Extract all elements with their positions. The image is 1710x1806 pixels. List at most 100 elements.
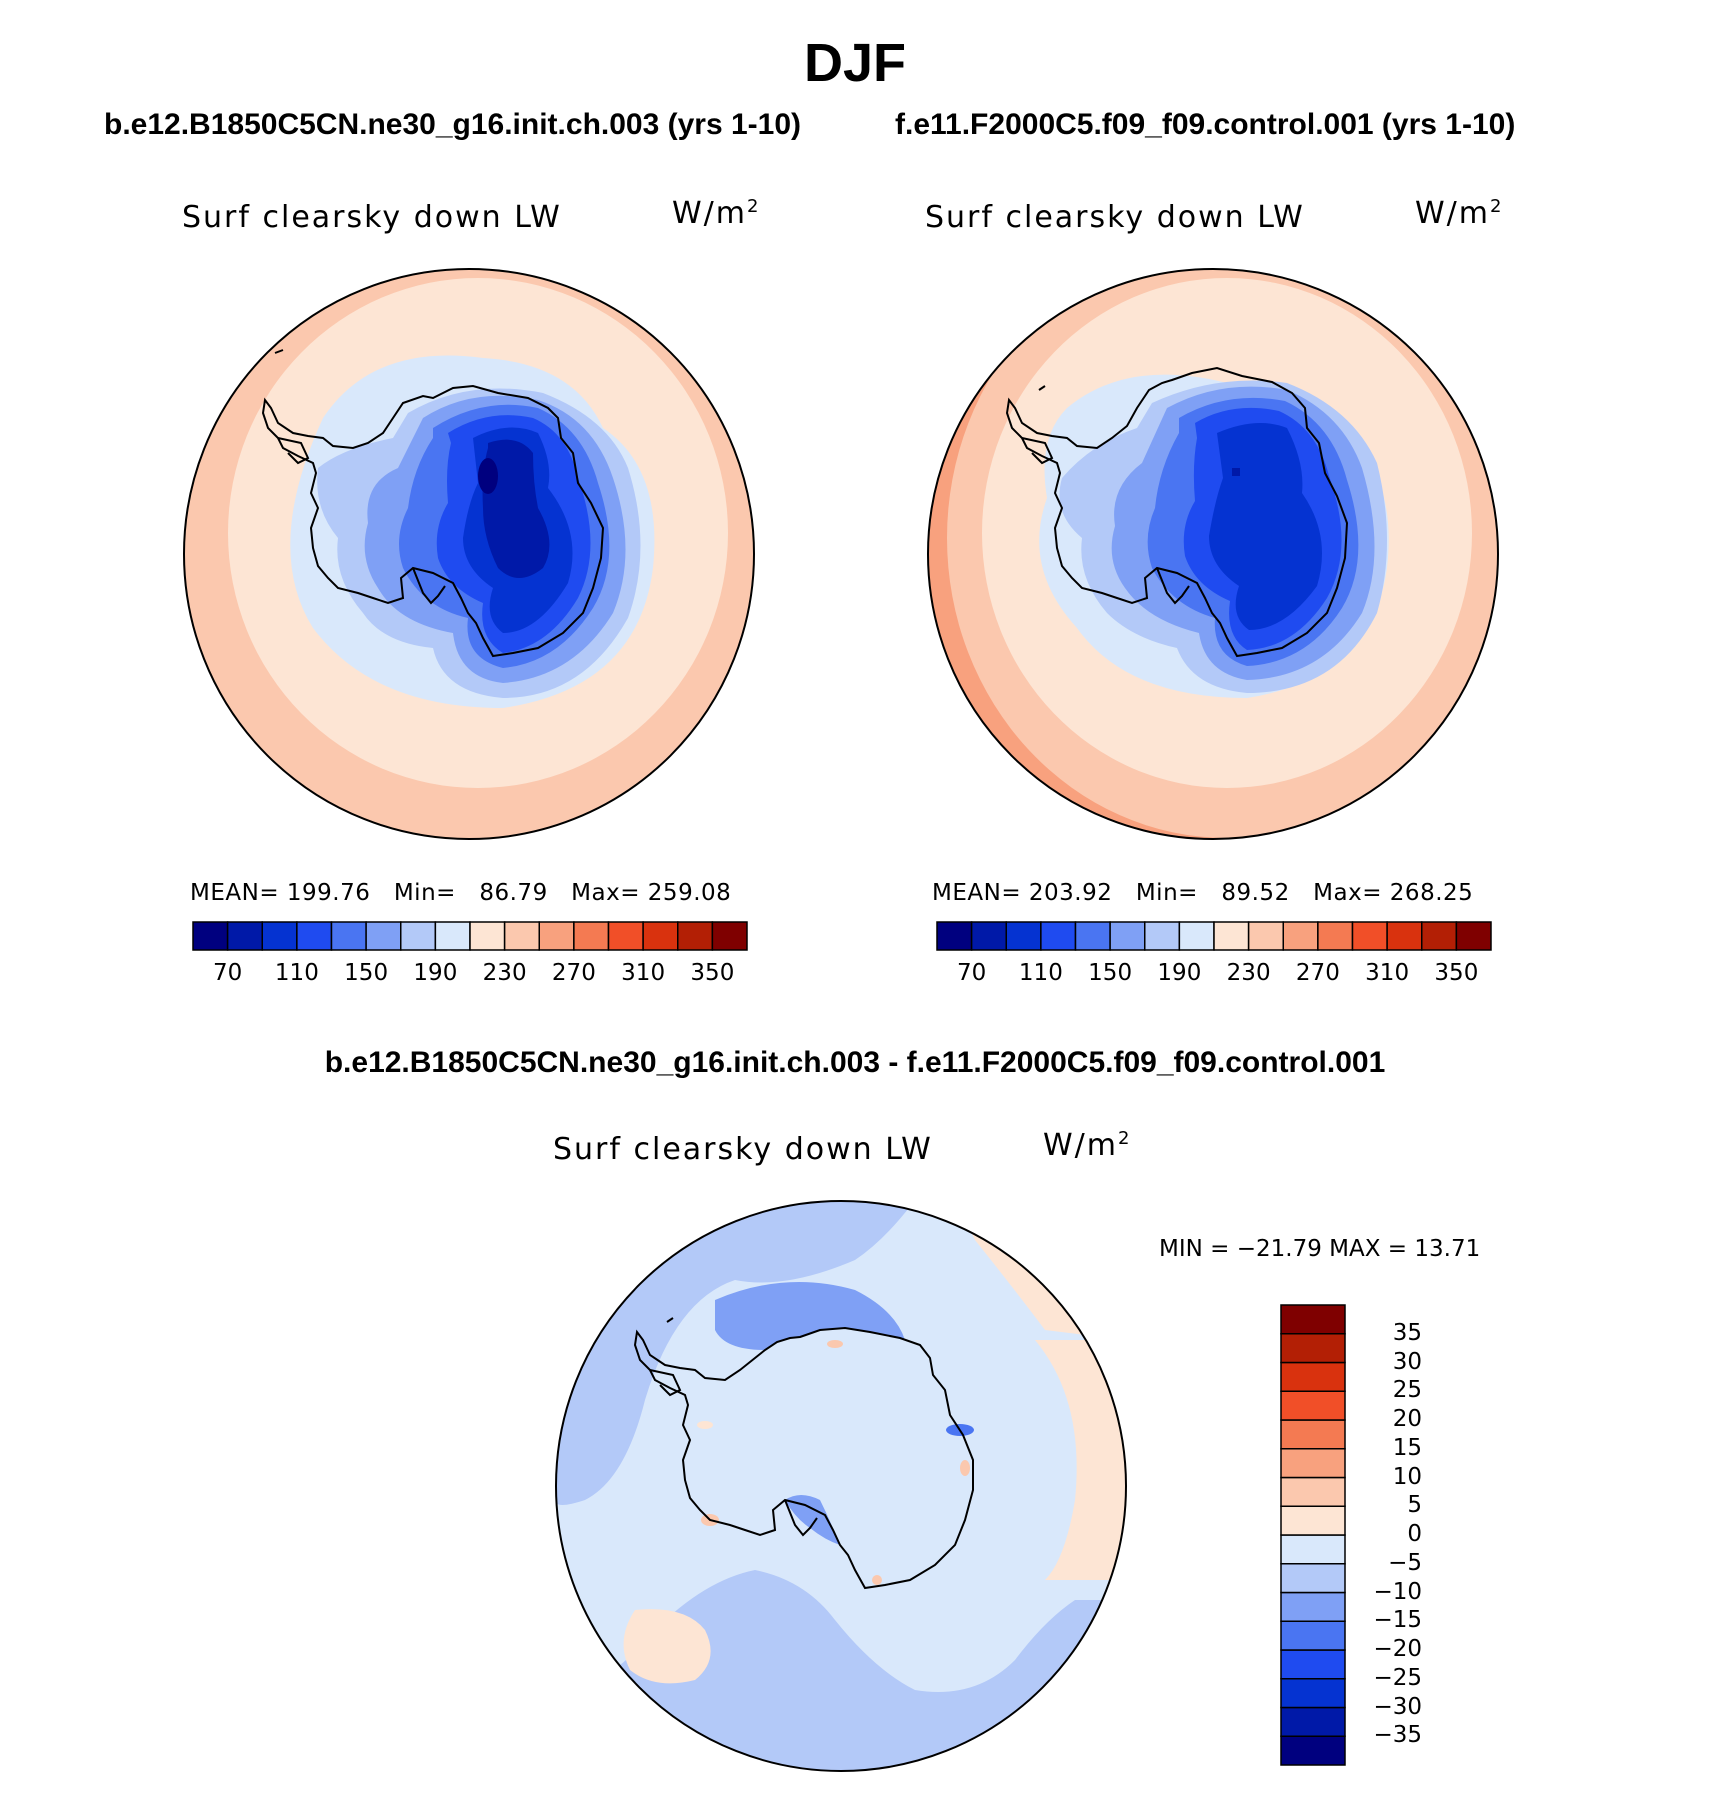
colorbar-box — [261, 921, 298, 951]
colorbar-right — [936, 921, 1492, 951]
colorbar-box — [365, 921, 402, 951]
colorbar-tick-label: 350 — [690, 960, 735, 986]
colorbar-tick-label: 110 — [274, 960, 319, 986]
colorbar-box — [1040, 921, 1077, 951]
colorbar-tick-label: −20 — [1373, 1636, 1422, 1662]
colorbar-tick-label: 20 — [1392, 1406, 1422, 1432]
colorbar-box — [1280, 1304, 1346, 1335]
colorbar-tick-label: 15 — [1392, 1434, 1422, 1461]
colorbar-box — [1280, 1476, 1346, 1507]
case-title-left: b.e12.B1850C5CN.ne30_g16.init.ch.003 (yr… — [104, 108, 802, 141]
colorbar-box — [1280, 1563, 1346, 1594]
polar-map-left — [183, 268, 755, 840]
colorbar-tick-label: 70 — [212, 960, 243, 986]
colorbar-tick-label: −25 — [1373, 1664, 1422, 1691]
units-label-right: W/m2 — [1415, 196, 1504, 231]
colorbar-tick-label: 150 — [344, 960, 389, 986]
colorbar-box — [1074, 921, 1111, 951]
colorbar-box — [1280, 1333, 1346, 1364]
colorbar-box — [1213, 921, 1250, 951]
colorbar-box — [1317, 921, 1354, 951]
colorbar-box — [642, 921, 679, 951]
diff-minmax: MIN = −21.79 MAX = 13.71 — [1159, 1236, 1481, 1262]
stats-right: MEAN= 203.92 Min= 89.52 Max= 268.25 — [932, 880, 1474, 906]
colorbar-box — [296, 921, 333, 951]
colorbar-tick-label: 110 — [1018, 960, 1063, 986]
colorbar-right-ticks: 70 110 150 190 230 270 310 350 — [937, 960, 1491, 990]
colorbar-tick-label: 350 — [1434, 960, 1479, 986]
colorbar-box — [1144, 921, 1181, 951]
variable-label-diff: Surf clearsky down LW — [553, 1132, 933, 1167]
colorbar-box — [1280, 1419, 1346, 1450]
colorbar-tick-label: 190 — [413, 960, 458, 986]
colorbar-box — [1280, 1649, 1346, 1680]
colorbar-box — [400, 921, 437, 951]
colorbar-box — [1005, 921, 1042, 951]
colorbar-box — [936, 921, 973, 951]
colorbar-box — [1280, 1706, 1346, 1737]
colorbar-left-ticks: 70 110 150 190 230 270 310 350 — [193, 960, 747, 990]
colorbar-tick-label: 30 — [1392, 1348, 1422, 1375]
colorbar-box — [1282, 921, 1319, 951]
colorbar-tick-label: 310 — [621, 960, 666, 986]
colorbar-box — [607, 921, 644, 951]
polar-map-right — [927, 268, 1499, 840]
colorbar-tick-label: 190 — [1157, 960, 1202, 986]
colorbar-tick-label: −10 — [1373, 1578, 1422, 1605]
diff-title: b.e12.B1850C5CN.ne30_g16.init.ch.003 - f… — [324, 1046, 1386, 1079]
variable-label-left: Surf clearsky down LW — [182, 200, 562, 235]
stats-left: MEAN= 199.76 Min= 86.79 Max= 259.08 — [190, 880, 732, 906]
colorbar-box — [1109, 921, 1146, 951]
colorbar-box — [1386, 921, 1423, 951]
colorbar-tick-label: 0 — [1407, 1521, 1422, 1547]
colorbar-tick-label: 25 — [1392, 1377, 1422, 1404]
colorbar-box — [1280, 1620, 1346, 1651]
colorbar-box — [192, 921, 229, 951]
colorbar-box — [1421, 921, 1458, 951]
colorbar-tick-label: 5 — [1407, 1492, 1422, 1519]
variable-label-right: Surf clearsky down LW — [925, 200, 1305, 235]
case-title-right: f.e11.F2000C5.f09_f09.control.001 (yrs 1… — [895, 108, 1516, 141]
units-label-diff: W/m2 — [1043, 1128, 1132, 1163]
units-label-left: W/m2 — [672, 196, 761, 231]
colorbar-tick-label: −30 — [1373, 1693, 1422, 1720]
colorbar-tick-label: −5 — [1388, 1549, 1422, 1576]
colorbar-tick-label: 150 — [1088, 960, 1133, 986]
colorbar-tick-label: 270 — [1295, 960, 1340, 986]
colorbar-tick-label: 70 — [956, 960, 987, 986]
colorbar-box — [711, 921, 748, 951]
colorbar-box — [677, 921, 714, 951]
colorbar-box — [1178, 921, 1215, 951]
colorbar-box — [573, 921, 610, 951]
colorbar-box — [1455, 921, 1492, 951]
colorbar-box — [226, 921, 263, 951]
colorbar-box — [1351, 921, 1388, 951]
colorbar-tick-label: 35 — [1392, 1319, 1422, 1346]
colorbar-box — [1280, 1534, 1346, 1565]
colorbar-box — [538, 921, 575, 951]
figure-title: DJF — [803, 33, 906, 93]
colorbar-diff — [1280, 1304, 1346, 1766]
colorbar-tick-label: −15 — [1373, 1607, 1422, 1634]
colorbar-box — [434, 921, 471, 951]
colorbar-tick-label: 10 — [1392, 1463, 1422, 1490]
colorbar-box — [469, 921, 506, 951]
colorbar-box — [1280, 1678, 1346, 1709]
colorbar-tick-label: −35 — [1373, 1722, 1422, 1749]
colorbar-tick-label: 310 — [1365, 960, 1410, 986]
colorbar-box — [1247, 921, 1284, 951]
colorbar-tick-label: 230 — [482, 960, 527, 986]
colorbar-box — [1280, 1505, 1346, 1536]
colorbar-diff-ticks: −35 −30 −25 −20 −15 −10 −5 0 5 10 15 20 25 30 35 — [1352, 1305, 1422, 1767]
colorbar-tick-label: 270 — [551, 960, 596, 986]
colorbar-box — [1280, 1390, 1346, 1421]
colorbar-box — [1280, 1361, 1346, 1392]
colorbar-box — [1280, 1735, 1346, 1766]
colorbar-box — [330, 921, 367, 951]
polar-map-diff — [555, 1200, 1127, 1772]
colorbar-left — [192, 921, 748, 951]
colorbar-box — [503, 921, 540, 951]
colorbar-box — [1280, 1591, 1346, 1622]
colorbar-box — [1280, 1448, 1346, 1479]
colorbar-box — [970, 921, 1007, 951]
